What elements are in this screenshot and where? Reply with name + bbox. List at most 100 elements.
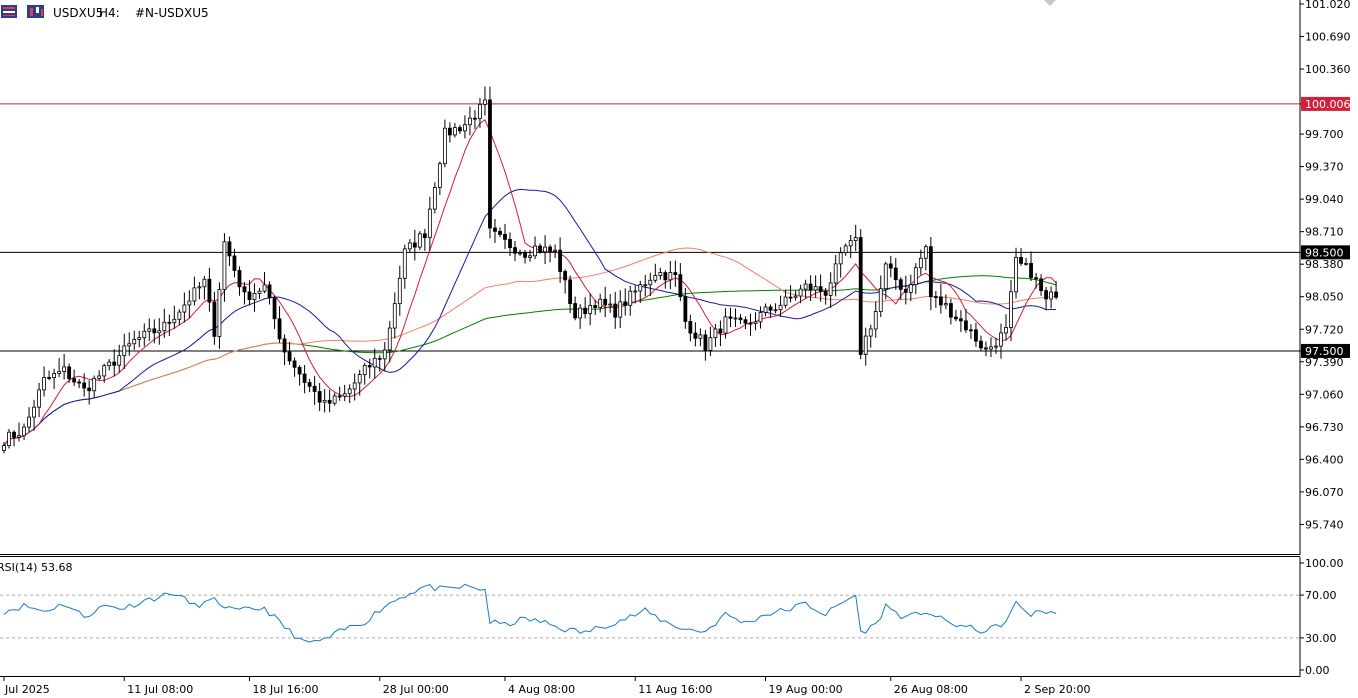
price-tag-1 [1301, 245, 1350, 260]
candle-body [518, 252, 522, 255]
candle-body [663, 272, 668, 281]
candle-body [738, 317, 743, 321]
candle-body [913, 267, 918, 286]
candle-body [357, 374, 362, 384]
candle-body [643, 284, 648, 287]
candle-body [227, 241, 232, 257]
candle-body [237, 270, 242, 288]
candle-body [843, 245, 848, 254]
candle-body [568, 279, 573, 304]
candle-body [367, 365, 372, 368]
candle-body [77, 381, 82, 384]
time-tick-label: 28 Jul 00:00 [383, 683, 449, 696]
candle-body [152, 328, 157, 334]
candle-body [808, 283, 813, 291]
candle-body [513, 247, 517, 254]
candle-body [918, 257, 923, 269]
candle-body [763, 306, 768, 313]
candle-body [267, 284, 272, 299]
candle-body [17, 435, 21, 438]
candle-body [833, 263, 838, 284]
candle-type-icon[interactable] [27, 5, 44, 18]
candle-body [282, 338, 287, 353]
blue-ma-line [3, 188, 1057, 446]
candle-body [653, 275, 658, 281]
candle-body [322, 399, 327, 403]
candle-body [172, 318, 177, 324]
time-tick-label: 11 Jul 08:00 [127, 683, 193, 696]
chart-header: USDXU5 H4: #N-USDXU5 [1, 0, 1056, 20]
candle-body [92, 377, 97, 392]
candle-body [157, 330, 162, 334]
symbol-label: USDXU5 [53, 6, 103, 20]
salmon-ma-line [3, 247, 1057, 446]
candle-body [873, 311, 878, 330]
candle-body [964, 320, 968, 331]
candle-body [72, 378, 77, 383]
price-tick-label: 99.370 [1305, 161, 1344, 174]
price-tick-label: 99.700 [1305, 128, 1344, 141]
candle-body [853, 237, 858, 241]
candle-body [773, 309, 778, 312]
candle-body [407, 242, 412, 250]
candle-body [287, 351, 292, 362]
candle-body [578, 307, 583, 319]
candle-body [969, 329, 973, 332]
candle-body [498, 230, 502, 235]
one-click-trading-arrow-icon[interactable] [1044, 0, 1056, 6]
price-tick-label: 98.380 [1305, 258, 1344, 271]
candle-body [848, 240, 853, 247]
candle-body [538, 245, 542, 253]
candle-body [903, 288, 908, 293]
candle-body [217, 289, 222, 337]
candle-body [984, 347, 988, 350]
candle-body [473, 117, 477, 120]
candle-body [778, 304, 783, 311]
price-tick-label: 98.710 [1305, 226, 1344, 239]
candle-body [603, 298, 608, 306]
candle-body [463, 124, 467, 132]
candle-body [828, 282, 833, 296]
rsi-label: RSI(14) 53.68 [0, 561, 72, 574]
time-tick-label: 4 Aug 08:00 [508, 683, 575, 696]
candle-body [488, 99, 492, 229]
rsi-line [3, 583, 1057, 643]
candle-body [187, 300, 192, 306]
candle-body [458, 127, 462, 132]
candle-body [588, 305, 593, 314]
candle-body [888, 263, 893, 269]
candle-body [167, 321, 172, 324]
candle-body [142, 330, 147, 339]
price-tick-label: 99.040 [1305, 193, 1344, 206]
price-tag-0 [1301, 96, 1350, 111]
candle-body [723, 316, 728, 334]
candle-body [222, 241, 227, 290]
candle-body [573, 303, 578, 319]
candle-body [863, 335, 868, 355]
candle-body [7, 431, 11, 446]
price-tag-2 [1301, 343, 1350, 358]
candle-body [52, 373, 56, 378]
candle-body [878, 288, 883, 312]
chart-menu-icon[interactable] [1, 5, 17, 18]
candle-body [638, 284, 643, 292]
candle-body [543, 246, 547, 253]
candle-body [257, 290, 262, 294]
candle-body [1029, 262, 1033, 279]
price-tick-label: 101.020 [1305, 0, 1351, 11]
candle-body [397, 277, 402, 305]
candle-body [1039, 278, 1043, 291]
candle-body [392, 303, 397, 329]
candle-body [483, 99, 487, 105]
candle-body [1004, 327, 1008, 334]
candle-body [387, 327, 392, 351]
price-tick-label: 96.400 [1305, 453, 1344, 466]
price-tick-label: 95.740 [1305, 518, 1344, 531]
candle-body [1009, 291, 1013, 328]
red-ma-line [3, 119, 1057, 446]
candle-body [553, 249, 557, 252]
candle-body [943, 303, 948, 306]
candle-body [37, 389, 41, 408]
candle-body [798, 288, 803, 297]
candle-body [272, 297, 277, 320]
